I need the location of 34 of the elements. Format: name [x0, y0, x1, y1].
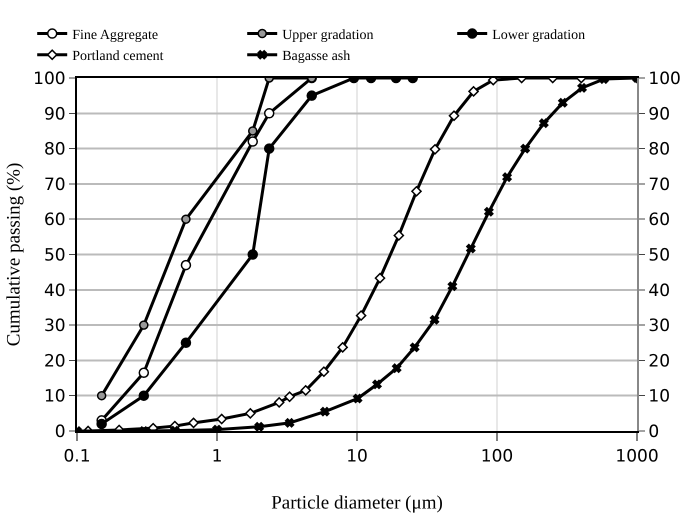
- legend-label: Upper gradation: [282, 28, 374, 43]
- y-tick-label: 60: [44, 210, 66, 230]
- y-tick-label: 10: [44, 386, 66, 407]
- y-tick-label: 80: [44, 140, 66, 160]
- y2-tick-label: 80: [648, 140, 670, 160]
- y2-tick-label: 30: [648, 316, 670, 336]
- y-tick-label: 70: [44, 174, 66, 195]
- y2-tick-label: 70: [648, 174, 670, 195]
- y-tick-label: 30: [44, 316, 66, 336]
- x-axis-title: Particle diameter (μm): [271, 492, 443, 514]
- x-tick-label: 0.1: [63, 446, 91, 466]
- y2-tick-label: 50: [648, 245, 670, 266]
- y-tick-label: 40: [44, 280, 66, 301]
- y2-tick-label: 20: [648, 351, 670, 372]
- y-tick-label: 0: [54, 422, 66, 442]
- legend-label: Lower gradation: [492, 28, 586, 43]
- y-axis-title: Cumulative passing (%): [3, 162, 24, 346]
- y2-tick-label: 10: [648, 386, 670, 407]
- x-tick-label: 10: [346, 446, 368, 466]
- y2-tick-label: 100: [648, 68, 681, 89]
- y-tick-label: 90: [44, 104, 66, 124]
- y-tick-label: 50: [44, 245, 66, 266]
- x-tick-label: 100: [480, 446, 514, 466]
- y2-tick-label: 0: [648, 422, 660, 442]
- legend-label: Fine Aggregate: [72, 28, 158, 43]
- legend-label: Portland cement: [72, 49, 164, 64]
- x-tick-label: 1000: [615, 446, 659, 466]
- legend-label: Bagasse ash: [282, 49, 350, 64]
- y2-tick-label: 40: [648, 280, 670, 301]
- y-tick-label: 20: [44, 351, 66, 372]
- y-tick-label: 100: [33, 68, 66, 89]
- y2-tick-label: 60: [648, 210, 670, 230]
- y2-tick-label: 90: [648, 104, 670, 124]
- x-tick-label: 1: [212, 446, 222, 466]
